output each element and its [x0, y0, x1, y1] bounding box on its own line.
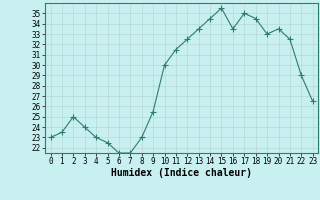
X-axis label: Humidex (Indice chaleur): Humidex (Indice chaleur): [111, 168, 252, 178]
